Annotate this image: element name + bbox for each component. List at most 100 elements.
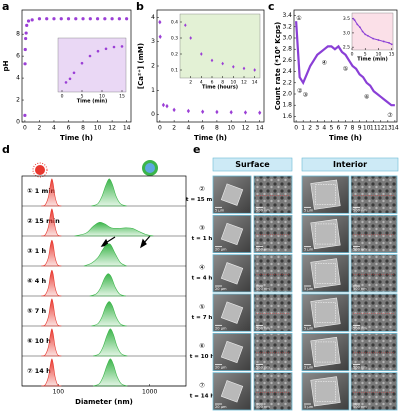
marker (23, 47, 27, 52)
distribution-peak (41, 298, 62, 327)
scale-bar-label: 500 nm (353, 366, 367, 370)
x-tick-label: 8 (351, 125, 355, 132)
marker (88, 17, 92, 21)
marker (104, 47, 108, 51)
x-tick-label: 3 (315, 125, 319, 132)
row-number: ③ (199, 224, 205, 232)
marker (68, 77, 72, 81)
marker (125, 17, 129, 21)
marker (232, 64, 235, 69)
particle-icon (142, 160, 158, 176)
header-box (212, 157, 293, 172)
marker (72, 71, 76, 75)
x-tick-label: 10 (94, 125, 102, 132)
x-tick-label: 12 (108, 125, 116, 132)
marker (59, 17, 63, 21)
scale-bar-label: 500 nm (353, 326, 367, 330)
marker (242, 66, 246, 71)
marker (88, 54, 92, 58)
marker (382, 40, 385, 43)
cut-outline (315, 263, 336, 284)
y-tick-label: 3.0 (343, 30, 350, 36)
y-tick-label: 3.0 (282, 35, 292, 42)
marker (210, 58, 214, 63)
marker (117, 17, 121, 21)
x-tick-label: 10 (376, 52, 382, 58)
row-label: ⑤ 7 h (27, 307, 47, 315)
marker (229, 110, 233, 115)
x-tick-label: 10 (99, 94, 105, 100)
panel-letter: c (268, 0, 275, 13)
row-number: ⑤ (199, 303, 205, 311)
scale-bar-label: 500 nm (256, 326, 270, 330)
inset-background (57, 37, 127, 93)
row-number: ② (199, 185, 205, 193)
cut-outline (315, 184, 336, 205)
x-tick-label: 2 (308, 125, 312, 132)
y-tick-label: 1.6 (282, 113, 292, 120)
x-axis-label: Time (h) (60, 134, 93, 142)
crystal (220, 183, 244, 206)
x-tick-label: 14 (256, 125, 264, 132)
scale-bar-label: 5 μm (304, 405, 314, 409)
annotation: ② (297, 88, 303, 95)
scale-bar-label: 20 μm (215, 405, 227, 409)
y-tick-label: 0.4 (171, 20, 178, 26)
x-tick-label: 0 (61, 94, 64, 100)
row-number: ④ (199, 263, 205, 271)
cut-outline (315, 381, 336, 402)
x-axis-label: Time (h) (194, 134, 227, 142)
annotation: ③ (303, 92, 308, 99)
marker (200, 52, 203, 56)
distribution-peak (92, 358, 128, 387)
x-tick-label: 0 (158, 125, 162, 132)
distribution-peak (41, 328, 62, 357)
y-tick-label: 8 (16, 31, 20, 38)
y-tick-label: 2.0 (282, 91, 292, 98)
x-tick-label: 6 (337, 125, 341, 132)
y-tick-label: 2.8 (282, 46, 292, 53)
marker (103, 17, 107, 21)
row-label: ⑦ 14 h (27, 367, 51, 375)
scale-bar-label: 20 μm (215, 326, 227, 330)
marker (24, 31, 28, 35)
marker (45, 17, 49, 21)
y-axis-label: Count rate (*10⁶ Kcps) (274, 22, 282, 110)
marker (52, 17, 56, 21)
marker (364, 33, 367, 36)
crystal (310, 218, 341, 250)
row-label: t = 7 h (192, 315, 213, 321)
y-tick-label: 3 (151, 38, 155, 45)
marker (390, 43, 393, 46)
marker (352, 17, 355, 20)
x-tick-label: 4 (322, 125, 326, 132)
y-tick-label: 3.4 (282, 12, 292, 19)
crystal (310, 258, 341, 289)
distribution-peak (41, 178, 62, 207)
crystal (220, 380, 244, 403)
x-tick-label: 14 (252, 80, 258, 86)
marker (96, 49, 100, 53)
x-tick-label: 5 (81, 94, 84, 100)
header: Interior (333, 160, 367, 169)
x-tick-label: 10 (227, 125, 235, 132)
y-tick-label: 2.5 (343, 45, 350, 51)
y-tick-label: 0.2 (171, 52, 178, 58)
x-tick-label: 13 (384, 125, 392, 132)
marker (66, 17, 71, 21)
scale-bar-label: 20 μm (215, 366, 227, 370)
x-tick-label: 5 (329, 125, 333, 132)
marker (356, 23, 359, 26)
x-tick-label: 0 (23, 125, 27, 132)
marker (165, 103, 169, 109)
marker (37, 17, 42, 21)
x-tick-label: 12 (377, 125, 385, 132)
cut-outline (315, 341, 336, 363)
row-label: ② 15 min (27, 217, 60, 225)
x-axis-label: Time (hours) (202, 85, 238, 91)
x-tick-label: 8 (81, 125, 85, 132)
scale-bar-label: 5 μm (304, 287, 314, 291)
x-tick-label: 2 (172, 125, 176, 132)
marker (258, 110, 262, 115)
